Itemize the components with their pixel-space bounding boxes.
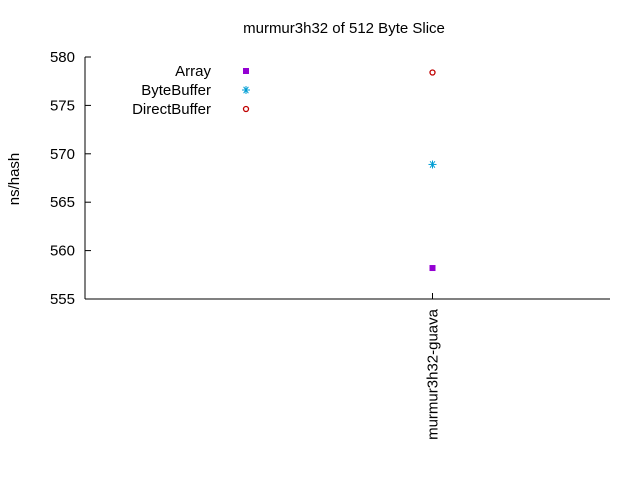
y-axis-label: ns/hash [6, 153, 23, 206]
legend: Array ByteBuffer DirectBuffer [132, 63, 250, 118]
chart-title: murmur3h32 of 512 Byte Slice [243, 20, 445, 37]
legend-label: ByteBuffer [141, 82, 211, 99]
legend-marker-directbuffer [242, 105, 250, 113]
data-point-directbuffer [429, 69, 436, 76]
legend-label: Array [175, 63, 211, 80]
plot-frame [84, 57, 610, 300]
data-point-array [429, 265, 436, 272]
data-points [428, 69, 437, 272]
y-tick-label: 555 [50, 291, 75, 308]
x-axis-ticks: murmur3h32-guava [425, 293, 442, 440]
y-axis-ticks: 555 560 565 570 575 580 [50, 49, 91, 308]
legend-marker-bytebuffer [242, 86, 250, 94]
y-tick-label: 570 [50, 146, 75, 163]
legend-marker-array [243, 68, 249, 74]
data-point-bytebuffer [428, 160, 437, 169]
y-tick-label: 575 [50, 97, 75, 114]
y-tick-label: 565 [50, 194, 75, 211]
x-tick-label: murmur3h32-guava [425, 308, 442, 440]
y-tick-label: 560 [50, 243, 75, 260]
y-tick-label: 580 [50, 49, 75, 66]
legend-label: DirectBuffer [132, 101, 211, 118]
